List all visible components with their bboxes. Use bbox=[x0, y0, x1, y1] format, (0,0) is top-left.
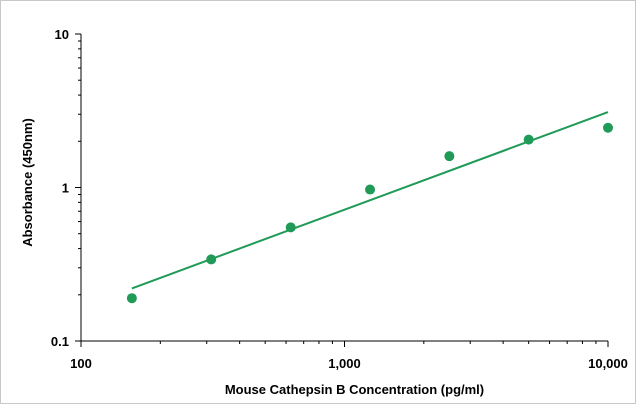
y-tick-label: 1 bbox=[62, 181, 69, 196]
data-point bbox=[444, 151, 455, 162]
x-tick-label: 100 bbox=[70, 356, 92, 371]
y-axis-title: Absorbance (450nm) bbox=[20, 118, 35, 247]
fit-line bbox=[131, 111, 609, 290]
data-point bbox=[365, 184, 376, 195]
x-tick-label: 1,000 bbox=[328, 356, 361, 371]
data-point bbox=[206, 254, 217, 265]
tick-labels: 0.1 1 10 100 1,000 10,000 bbox=[51, 27, 628, 371]
x-axis-title: Mouse Cathepsin B Concentration (pg/ml) bbox=[225, 382, 484, 397]
ticks bbox=[75, 33, 609, 347]
data-point bbox=[126, 293, 137, 304]
data-point bbox=[603, 122, 613, 133]
data-point bbox=[523, 134, 534, 145]
fit-line-group bbox=[131, 111, 609, 290]
x-tick-label: 10,000 bbox=[588, 356, 628, 371]
y-tick-label: 0.1 bbox=[51, 334, 69, 349]
data-point bbox=[285, 222, 296, 233]
y-tick-label: 10 bbox=[55, 27, 69, 42]
data-points bbox=[126, 122, 613, 304]
axes bbox=[80, 34, 608, 342]
